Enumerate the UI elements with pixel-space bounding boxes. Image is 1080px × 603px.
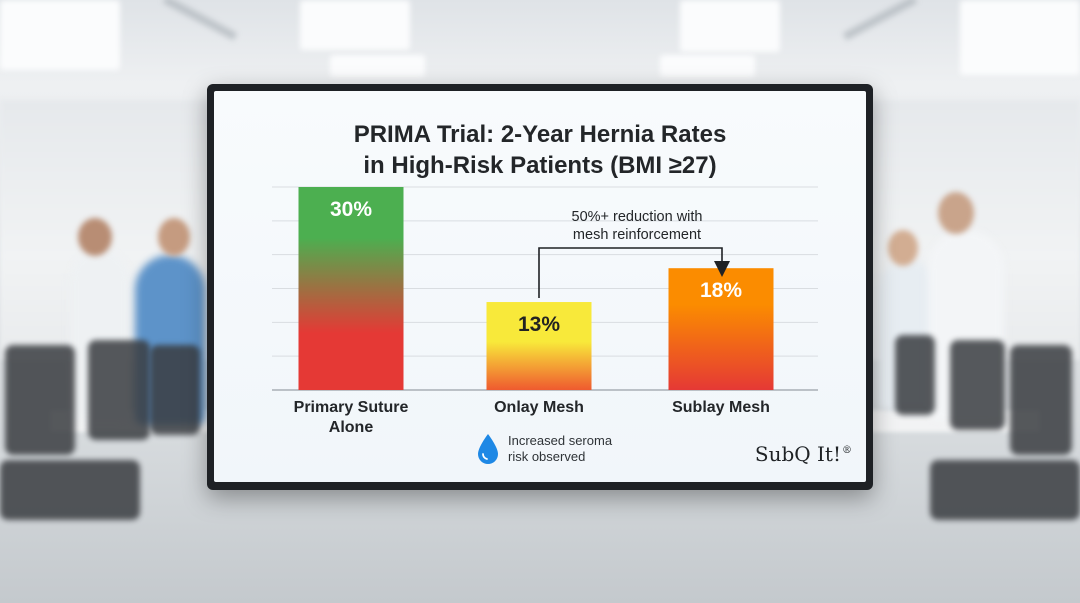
value-label-onlay-mesh: 13% (518, 313, 560, 336)
brand-logo: SubQ It!® (755, 442, 852, 466)
ceiling-vent (842, 0, 918, 41)
bar-chart: 30% 13% 18% Primary Suture Alone Onlay M… (272, 186, 818, 436)
water-drop-highlight (482, 453, 488, 460)
nurse-head (888, 230, 918, 266)
category-label-sublay-mesh: Sublay Mesh (672, 399, 770, 416)
annotation-line-1: 50%+ reduction with (572, 209, 703, 225)
ceiling-light (300, 0, 410, 50)
chart-title: PRIMA Trial: 2-Year Hernia Rates in High… (214, 119, 866, 181)
water-drop-shape (478, 434, 498, 464)
ceiling-light (960, 0, 1080, 75)
bar-sublay-mesh (668, 268, 774, 390)
display-monitor: PRIMA Trial: 2-Year Hernia Rates in High… (207, 84, 873, 490)
chart-title-line-1: PRIMA Trial: 2-Year Hernia Rates (353, 121, 727, 148)
category-label-primary-suture: Primary Suture (294, 399, 409, 416)
doctor-head (938, 192, 974, 234)
office-chair (0, 460, 140, 520)
ceiling-light (660, 55, 755, 77)
office-chair (895, 335, 935, 415)
footnote-line-2: risk observed (508, 449, 586, 464)
seroma-footnote: Increased seroma risk observed (476, 433, 612, 465)
monitor-screen: PRIMA Trial: 2-Year Hernia Rates in High… (214, 91, 866, 482)
brand-name: SubQ It! (754, 442, 841, 466)
office-chair (950, 340, 1005, 430)
category-label-onlay-mesh: Onlay Mesh (494, 399, 584, 416)
office-chair (88, 340, 150, 440)
surgeon-head (158, 218, 190, 256)
clinician-head (78, 218, 112, 256)
registered-mark: ® (842, 445, 852, 457)
office-chair (1010, 345, 1072, 455)
water-drop-icon (478, 434, 498, 464)
category-label-alone: Alone (329, 419, 374, 436)
office-chair (930, 460, 1080, 520)
ceiling-light (680, 0, 780, 52)
bar-onlay-mesh (486, 302, 592, 390)
ceiling-vent (162, 0, 238, 41)
office-chair (150, 345, 200, 435)
annotation-line-2: mesh reinforcement (573, 227, 701, 243)
ceiling-light (0, 0, 120, 70)
bar-primary-suture-alone (298, 187, 404, 390)
footnote-text: Increased seroma risk observed (508, 433, 612, 465)
value-label-sublay-mesh: 18% (700, 279, 742, 302)
annotation-arrow (538, 247, 730, 298)
footnote-line-1: Increased seroma (508, 433, 613, 448)
ceiling-light (330, 55, 425, 77)
chart-title-line-2: in High-Risk Patients (BMI ≥27) (363, 152, 717, 179)
office-chair (5, 345, 75, 455)
value-label-primary-suture-alone: 30% (330, 198, 372, 221)
